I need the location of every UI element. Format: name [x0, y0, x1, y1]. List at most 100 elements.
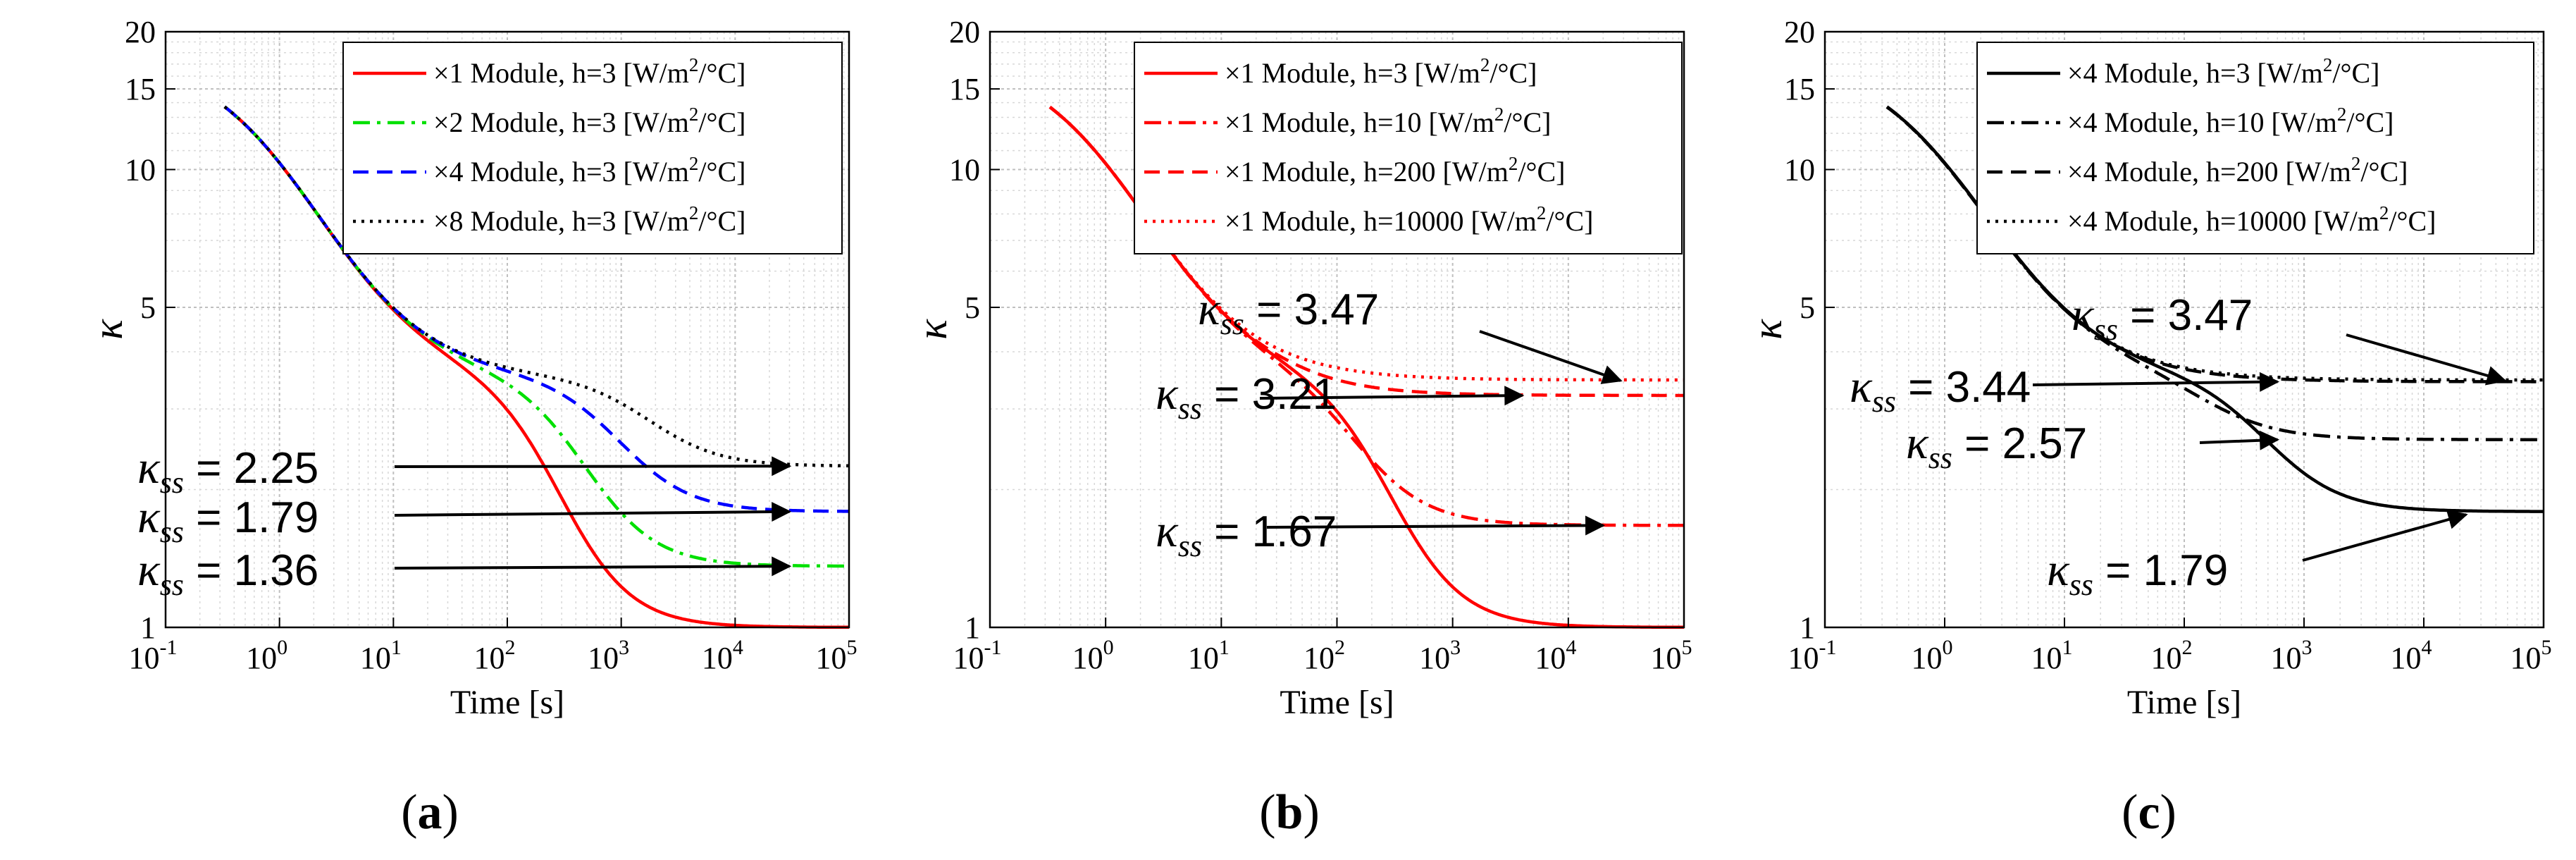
- legend-entry: ×1 Module, h=3 [W/m2/°C]: [433, 54, 745, 89]
- panel-label-letter: c: [2138, 785, 2160, 840]
- annotation-symbol: κ: [137, 442, 161, 493]
- kappa-ss-annotation: κss = 2.57: [1906, 417, 2087, 475]
- y-tick-label: 5: [965, 290, 980, 325]
- legend-entry-superscript: 2: [1494, 104, 1504, 125]
- legend-entry-suffix: /°C]: [1518, 156, 1565, 188]
- legend-entry-superscript: 2: [689, 104, 699, 125]
- kappa-ss-annotation: κss = 2.25: [137, 442, 318, 500]
- x-tick-base: 10: [1419, 641, 1450, 675]
- legend-entry-superscript: 2: [1480, 54, 1490, 75]
- y-tick-label: 5: [140, 290, 156, 325]
- annotation-value: = 1.36: [184, 546, 318, 595]
- panel-label-letter: a: [418, 785, 442, 840]
- annotation-subscript: ss: [1872, 384, 1896, 419]
- x-tick-label: 102: [2151, 636, 2193, 675]
- legend-entry-superscript: 2: [689, 153, 699, 174]
- x-tick-label: 101: [360, 636, 402, 675]
- x-tick-label: 102: [1304, 636, 1345, 675]
- x-tick-base: 10: [1188, 641, 1219, 675]
- y-tick-label: 15: [1784, 72, 1815, 106]
- legend-entry-prefix: ×4 Module, h=3 [W/m: [2067, 57, 2323, 89]
- x-tick-base: 10: [2510, 641, 2541, 675]
- y-tick-label: 20: [1784, 15, 1815, 49]
- x-tick-exponent: 3: [1450, 636, 1461, 659]
- annotation-subscript: ss: [2094, 312, 2118, 347]
- annotation-arrow: [2346, 333, 2507, 386]
- annotation-arrow: [1266, 515, 1606, 536]
- annotation-arrow: [394, 502, 792, 522]
- legend-entry: ×4 Module, h=10000 [W/m2/°C]: [2067, 202, 2436, 237]
- kappa-ss-annotation: κss = 1.67: [1156, 505, 1337, 563]
- annotation-symbol: κ: [1156, 505, 1179, 557]
- legend-entry-superscript: 2: [2351, 153, 2361, 174]
- legend-entry-suffix: /°C]: [2389, 205, 2436, 237]
- x-tick-label: 10-1: [129, 636, 178, 675]
- x-tick-label: 103: [1419, 636, 1461, 675]
- x-tick-label: 104: [702, 636, 743, 675]
- y-tick-label: 1: [965, 610, 980, 645]
- annotation-value: = 3.44: [1896, 363, 2031, 412]
- annotation-subscript: ss: [1178, 391, 1202, 426]
- x-tick-exponent: 1: [2062, 636, 2073, 659]
- x-tick-exponent: 0: [1103, 636, 1114, 659]
- legend-entry-suffix: /°C]: [2360, 156, 2408, 188]
- legend-entry-prefix: ×1 Module, h=10000 [W/m: [1225, 205, 1537, 237]
- x-tick-exponent: 2: [505, 636, 516, 659]
- annotation-value: = 2.25: [184, 444, 318, 493]
- legend-entry-suffix: /°C]: [1490, 57, 1537, 89]
- legend-box: [342, 42, 843, 254]
- legend-entry: ×4 Module, h=200 [W/m2/°C]: [2067, 153, 2408, 188]
- y-tick-label: 20: [949, 15, 980, 49]
- legend-entry-prefix: ×4 Module, h=3 [W/m: [433, 156, 689, 188]
- annotation-value: = 3.47: [2118, 291, 2253, 340]
- x-tick-base: 10: [1304, 641, 1335, 675]
- annotation-value: = 1.79: [184, 493, 318, 542]
- annotation-arrow: [2032, 371, 2280, 392]
- x-tick-label: 101: [2031, 636, 2073, 675]
- panel-label-open: (: [2122, 785, 2138, 840]
- x-tick-base: 10: [1072, 641, 1103, 675]
- x-tick-label: 100: [1072, 636, 1114, 675]
- x-tick-exponent: 4: [1566, 636, 1576, 659]
- x-tick-exponent: -1: [984, 636, 1002, 659]
- x-tick-base: 10: [588, 641, 619, 675]
- y-axis-label: κ: [1744, 319, 1790, 340]
- annotation-arrow: [1479, 330, 1623, 384]
- annotation-subscript: ss: [160, 515, 184, 549]
- panel-label: (a): [401, 785, 459, 840]
- x-tick-label: 104: [1535, 636, 1576, 675]
- panel-label-close: ): [2160, 785, 2176, 840]
- annotation-symbol: κ: [1198, 283, 1221, 335]
- x-tick-base: 10: [2151, 641, 2182, 675]
- y-tick-label: 1: [140, 610, 156, 645]
- series-line-4: [223, 105, 850, 468]
- legend-entry: ×1 Module, h=10 [W/m2/°C]: [1225, 104, 1551, 138]
- x-axis-label: Time [s]: [450, 684, 564, 721]
- x-tick-exponent: 5: [1682, 636, 1692, 659]
- annotation-arrow: [394, 456, 792, 477]
- annotation-value: = 1.67: [1202, 508, 1337, 556]
- legend-entry-suffix: /°C]: [2346, 106, 2394, 138]
- legend-entry: ×1 Module, h=200 [W/m2/°C]: [1225, 153, 1565, 188]
- x-tick-label: 10-1: [1788, 636, 1837, 675]
- x-tick-base: 10: [474, 641, 505, 675]
- y-tick-label: 10: [949, 153, 980, 188]
- legend-entry: ×1 Module, h=3 [W/m2/°C]: [1225, 54, 1537, 89]
- legend-entry-suffix: /°C]: [2332, 57, 2379, 89]
- x-tick-base: 10: [1535, 641, 1566, 675]
- legend-entry-prefix: ×4 Module, h=10 [W/m: [2067, 106, 2337, 138]
- annotation-symbol: κ: [1156, 368, 1179, 419]
- annotation-subscript: ss: [1928, 441, 1952, 475]
- annotation-symbol: κ: [2072, 289, 2095, 340]
- series-line-3: [1885, 106, 2544, 383]
- y-tick-label: 5: [1800, 290, 1815, 325]
- legend-entry: ×1 Module, h=10000 [W/m2/°C]: [1225, 202, 1593, 237]
- annotation-symbol: κ: [137, 544, 161, 596]
- annotation-arrow: [2302, 510, 2468, 562]
- panel-label: (c): [2122, 785, 2176, 840]
- series-line-3: [1048, 106, 1684, 398]
- x-tick-label: 100: [246, 636, 287, 675]
- x-tick-exponent: 4: [2422, 636, 2432, 659]
